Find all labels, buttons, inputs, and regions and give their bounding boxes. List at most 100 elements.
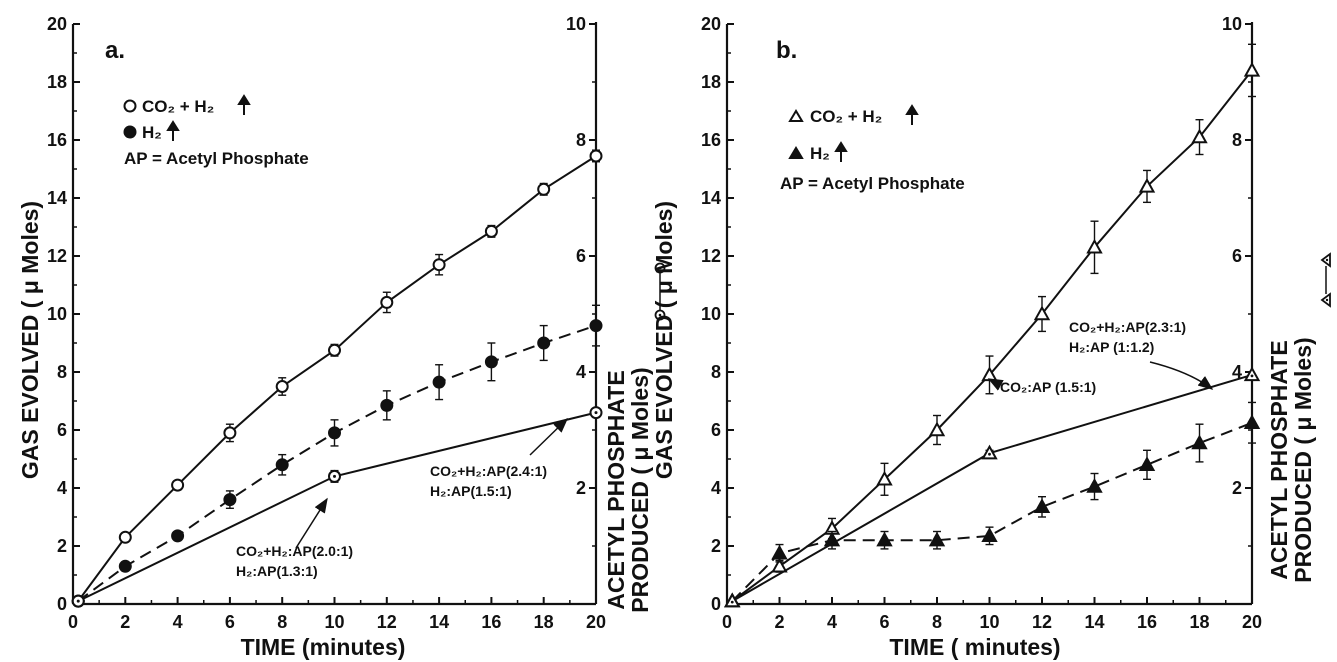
panel-a-y2label-line1: ACETYL PHOSPHATE [603,370,629,609]
data-point-open-circle [223,426,237,440]
series-line-b-1 [731,421,1253,602]
x-tick-label: 0 [68,612,78,632]
annotation-a-20-line2: H₂:AP(1.5:1) [430,483,512,499]
y-tick-label: 16 [47,130,67,150]
data-point-open-circle [328,343,341,357]
series-line-b-2 [731,373,1253,602]
panel-a-annotations: CO₂+H₂:AP(2.0:1) H₂:AP(1.3:1) CO₂+H₂:AP(… [236,417,569,579]
data-point-open-triangle [1243,61,1261,77]
legend-a-entry2: H₂ [142,123,162,142]
y-tick-label: 18 [47,72,67,92]
panel-b-legend: CO₂ + H₂ H₂ AP = Acetyl Phosphate [780,104,965,193]
x-tick-label: 6 [879,612,889,632]
data-point-open-triangle [876,470,893,486]
y-tick-label: 4 [57,478,67,498]
x-tick-label: 8 [277,612,287,632]
legend-filled-circle-icon [123,125,137,139]
data-point-filled-circle [484,355,498,369]
data-point-filled-circle [118,559,132,573]
panel-b-ylabel: GAS EVOLVED ( μ Moles) [651,201,677,479]
x-tick-label: 10 [324,612,344,632]
annotation-a-10-line2: H₂:AP(1.3:1) [236,563,318,579]
legend-b-entry2: H₂ [810,144,830,163]
panel-b-annotations: CO₂:AP (1.5:1) CO₂+H₂:AP(2.3:1) H₂:AP (1… [987,319,1214,395]
legend-b-note: AP = Acetyl Phosphate [780,174,965,193]
data-point-open-triangle [1138,177,1156,193]
x-tick-label: 2 [774,612,784,632]
y2-tick-label: 8 [1232,130,1242,150]
data-point-filled-triangle [1138,456,1156,471]
y-tick-label: 14 [47,188,67,208]
legend-up-arrow-icon [905,104,919,125]
legend-up-arrow-icon [237,94,251,115]
y-tick-label: 14 [701,188,721,208]
data-point-open-circle [380,295,394,309]
panel-a-xlabel: TIME (minutes) [241,634,406,660]
y2-tick-label: 8 [576,130,586,150]
x-tick-label: 4 [173,612,183,632]
x-tick-label: 16 [1137,612,1157,632]
y-tick-label: 2 [57,536,67,556]
panel-a: 0 2 4 6 8 10 12 14 16 18 20 0 2 4 6 8 10 12 14 16 18 20 2 4 6 8 10… [17,14,666,660]
y-tick-label: 6 [57,420,67,440]
panel-b-xlabel: TIME ( minutes) [889,634,1060,660]
legend-open-triangle-icon [788,109,804,122]
legend-a-note: AP = Acetyl Phosphate [124,149,309,168]
x-tick-label: 6 [225,612,235,632]
data-point-open-triangle [1086,238,1103,254]
y2-tick-label: 10 [1222,14,1242,34]
y-tick-label: 10 [701,304,721,324]
panel-b-y2label-line2: PRODUCED ( μ Moles) [1290,337,1316,582]
legend-open-circle-icon [123,99,137,113]
annotation-b-20-line2: H₂:AP (1:1.2) [1069,339,1154,355]
data-point-open-triangle [1191,128,1208,144]
y2-tick-label: 10 [566,14,586,34]
data-point-open-circle [537,182,551,196]
data-point-dot [730,600,734,604]
series-line-a-0 [77,155,597,602]
x-tick-label: 14 [1084,612,1104,632]
x-tick-label: 20 [1242,612,1262,632]
data-point-dot [988,452,991,456]
x-tick-label: 12 [1032,612,1052,632]
panel-b-y2label-line1: ACETYL PHOSPHATE [1266,340,1292,579]
panel-a-y2label-line2: PRODUCED ( μ Moles) [627,367,653,612]
x-tick-label: 18 [534,612,554,632]
annotation-arrow-icon [987,378,1004,391]
y2-tick-label: 4 [576,362,586,382]
data-point-dotted-triangle [1243,366,1261,382]
data-point-open-circle [589,149,603,163]
y-tick-label: 10 [47,304,67,324]
data-point-filled-triangle [1086,477,1103,493]
x-tick-label: 12 [377,612,397,632]
y-tick-label: 12 [47,246,67,266]
y-tick-label: 4 [711,478,721,498]
data-point-filled-circle [275,458,289,472]
y-tick-label: 20 [701,14,721,34]
annotation-arrow-icon [295,497,328,549]
annotation-arrow-icon [529,417,569,456]
annotation-a-10-line1: CO₂+H₂:AP(2.0:1) [236,543,353,559]
data-point-dot [333,474,336,478]
x-tick-label: 16 [481,612,501,632]
data-point-filled-triangle [1033,498,1051,514]
x-tick-label: 20 [586,612,606,632]
y-tick-label: 6 [711,420,721,440]
panel-a-ticks: 0 2 4 6 8 10 12 14 16 18 20 0 2 4 6 8 10 12 14 16 18 20 2 4 6 8 10 [47,14,606,632]
data-point-dot [76,599,80,603]
data-point-filled-circle [380,398,394,412]
x-tick-label: 14 [429,612,449,632]
y2-tick-label: 6 [1232,246,1242,266]
y2-tick-label: 2 [1232,478,1242,498]
x-tick-label: 4 [827,612,837,632]
y-tick-label: 16 [701,130,721,150]
x-tick-label: 0 [722,612,732,632]
data-point-filled-circle [432,375,446,389]
x-tick-label: 8 [932,612,942,632]
annotation-b-10-line1: CO₂:AP (1.5:1) [1000,379,1096,395]
legend-a-entry1: CO₂ + H₂ [142,97,214,116]
y-tick-label: 2 [711,536,721,556]
data-point-dotted-triangle [981,444,998,460]
panel-b: 0 2 4 6 8 10 12 14 16 18 20 0 2 4 6 8 10 12 14 16 18 20 2 4 6 8 10… [651,14,1331,660]
